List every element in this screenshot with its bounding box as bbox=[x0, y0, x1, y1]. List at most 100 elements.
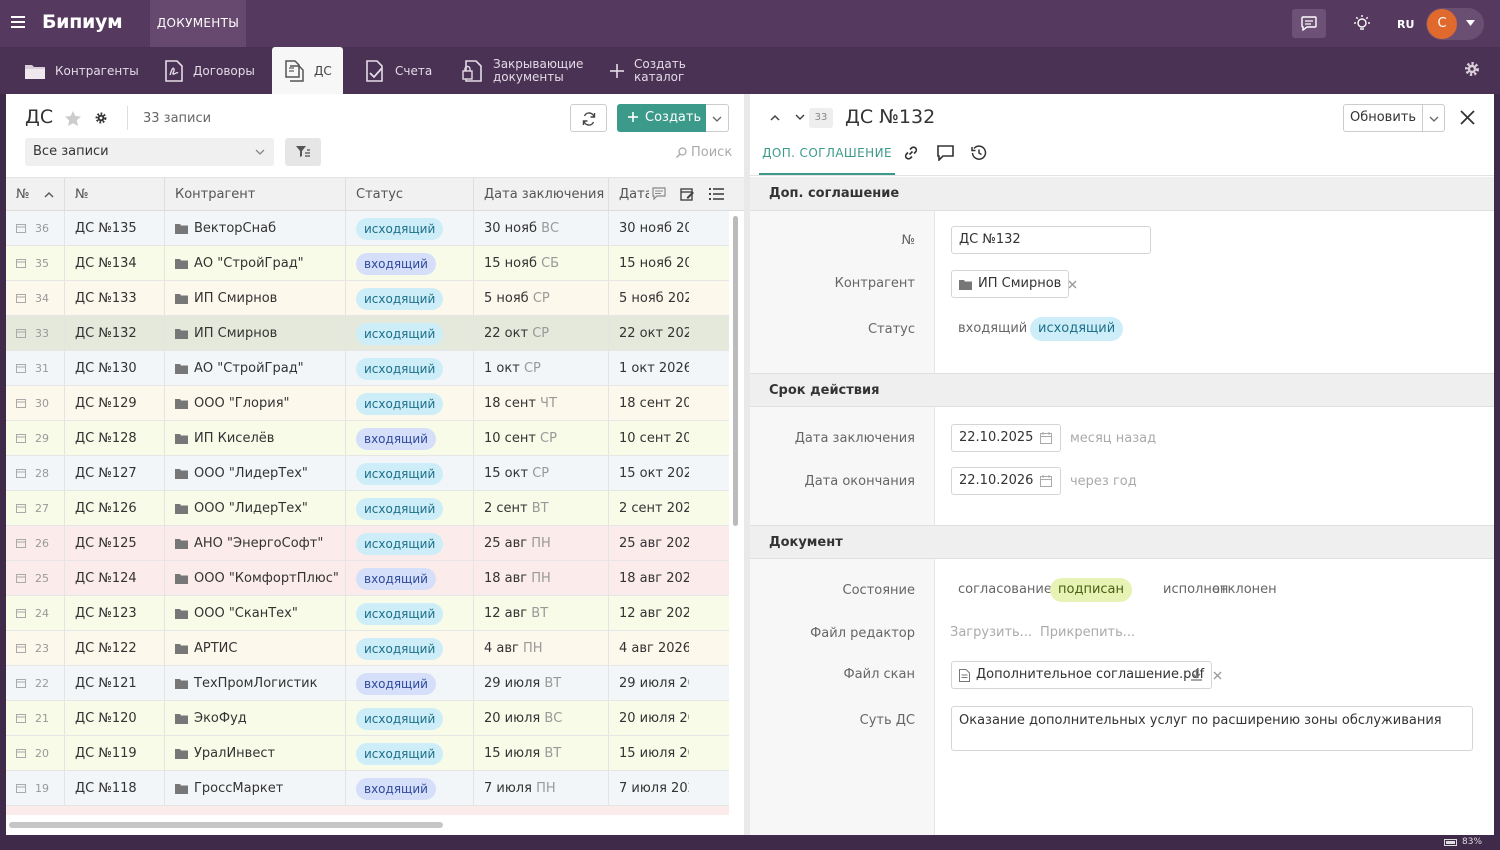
menu-icon[interactable] bbox=[11, 16, 25, 28]
brand-logo[interactable]: Бипиум bbox=[42, 11, 123, 33]
state-option-approval[interactable]: согласование bbox=[958, 582, 1052, 597]
row-counterparty-cell[interactable]: ООО "СканТех" bbox=[165, 596, 346, 630]
close-icon[interactable] bbox=[1460, 110, 1475, 125]
end-date-field[interactable]: 22.10.2026 bbox=[951, 467, 1061, 495]
upload-link[interactable]: Загрузить... bbox=[950, 625, 1033, 640]
horizontal-scrollbar[interactable] bbox=[9, 822, 443, 828]
row-counterparty-cell[interactable]: ГроссМаркет bbox=[165, 771, 346, 805]
comment-icon[interactable] bbox=[652, 187, 666, 200]
remove-file-icon[interactable] bbox=[1213, 671, 1222, 680]
counterparty-link[interactable]: ИП Смирнов bbox=[951, 270, 1070, 298]
row-counterparty-cell[interactable]: ООО "ЛидерТех" bbox=[165, 456, 346, 490]
table-row[interactable]: 19 ДС №118 ГроссМаркет входящий 7 июля ПН 7 и… bbox=[6, 771, 729, 806]
comments-icon[interactable] bbox=[937, 145, 954, 161]
row-counterparty-cell[interactable]: АНО "ЭнергоСофт" bbox=[165, 526, 346, 560]
nav-item-create-catalog[interactable]: Создать каталог bbox=[609, 47, 686, 94]
state-option-rejected[interactable]: отклонен bbox=[1212, 582, 1277, 597]
column-header-date[interactable]: Дата bbox=[619, 187, 649, 202]
update-button[interactable]: Обновить bbox=[1343, 104, 1423, 132]
number-field[interactable]: ДС №132 bbox=[951, 226, 1151, 254]
table-row[interactable] bbox=[6, 806, 729, 815]
tab-supplementary-agreement[interactable]: ДОП. СОГЛАШЕНИЕ bbox=[759, 136, 895, 176]
search-input[interactable]: Поиск bbox=[676, 145, 732, 160]
row-counterparty-cell[interactable]: ВекторСнаб bbox=[165, 211, 346, 245]
status-option-incoming[interactable]: входящий bbox=[958, 321, 1028, 336]
row-counterparty-cell[interactable]: ИП Смирнов bbox=[165, 316, 346, 350]
table-row[interactable]: 31 ДС №130 АО "СтройГрад" исходящий 1 окт СР… bbox=[6, 351, 729, 386]
settings-gear-icon[interactable] bbox=[1463, 60, 1481, 78]
table-row[interactable]: 28 ДС №127 ООО "ЛидерТех" исходящий 15 окт С… bbox=[6, 456, 729, 491]
table-row[interactable]: 22 ДС №121 ТехПромЛогистик входящий 29 июля … bbox=[6, 666, 729, 701]
status-option-outgoing[interactable]: исходящий bbox=[1030, 317, 1124, 341]
nav-item-contracts[interactable]: Договоры bbox=[164, 47, 255, 94]
row-counterparty-cell[interactable]: ЭкоФуд bbox=[165, 701, 346, 735]
tab-documents[interactable]: ДОКУМЕНТЫ bbox=[150, 0, 246, 47]
column-header-number[interactable]: № bbox=[65, 178, 165, 211]
column-header-conclusion-date[interactable]: Дата заключения bbox=[474, 178, 609, 211]
state-option-executed[interactable]: исполнен bbox=[1163, 582, 1229, 597]
chevron-up-icon[interactable] bbox=[770, 114, 780, 121]
row-counterparty-cell[interactable]: ООО "Глория" bbox=[165, 386, 346, 420]
table-row[interactable]: 24 ДС №123 ООО "СканТех" исходящий 12 авг ВТ… bbox=[6, 596, 729, 631]
edit-columns-icon[interactable] bbox=[680, 187, 695, 202]
state-option-signed[interactable]: подписан bbox=[1050, 578, 1133, 602]
row-counterparty-cell[interactable]: УралИнвест bbox=[165, 736, 346, 770]
table-row[interactable]: 20 ДС №119 УралИнвест исходящий 15 июля ВТ 15… bbox=[6, 736, 729, 771]
row-counterparty-cell[interactable]: ТехПромЛогистик bbox=[165, 666, 346, 700]
table-row[interactable]: 29 ДС №128 ИП Киселёв входящий 10 сент СР 10 … bbox=[6, 421, 729, 456]
table-row[interactable]: 26 ДС №125 АНО "ЭнергоСофт" исходящий 25 авг… bbox=[6, 526, 729, 561]
star-icon[interactable] bbox=[65, 111, 81, 126]
list-view-icon[interactable] bbox=[709, 187, 724, 200]
update-dropdown-button[interactable] bbox=[1422, 104, 1445, 132]
user-menu[interactable]: С bbox=[1426, 8, 1484, 40]
table-row[interactable]: 23 ДС №122 АРТИС исходящий 4 авг ПН 4 авг 202… bbox=[6, 631, 729, 666]
conclusion-date-field[interactable]: 22.10.2025 bbox=[951, 424, 1061, 452]
column-header-id[interactable]: № bbox=[6, 178, 65, 211]
table-row[interactable]: 33 ДС №132 ИП Смирнов исходящий 22 окт СР 22 … bbox=[6, 316, 729, 351]
table-row[interactable]: 27 ДС №126 ООО "ЛидерТех" исходящий 2 сент В… bbox=[6, 491, 729, 526]
table-row[interactable]: 34 ДС №133 ИП Смирнов исходящий 5 нояб СР 5 н… bbox=[6, 281, 729, 316]
avatar[interactable]: С bbox=[1427, 9, 1457, 39]
view-filter-select[interactable]: Все записи bbox=[25, 138, 274, 166]
table-row[interactable]: 36 ДС №135 ВекторСнаб исходящий 30 нояб ВС 30… bbox=[6, 211, 729, 246]
table-row[interactable]: 25 ДС №124 ООО "КомфортПлюс" входящий 18 авг… bbox=[6, 561, 729, 596]
calendar-icon[interactable] bbox=[1040, 475, 1052, 487]
calendar-icon[interactable] bbox=[1040, 432, 1052, 444]
nav-item-supplementary[interactable]: ДС bbox=[272, 47, 343, 94]
chat-button[interactable] bbox=[1292, 9, 1326, 38]
nav-item-closing-docs[interactable]: Закрывающие документы bbox=[462, 47, 583, 94]
folder-icon bbox=[24, 62, 46, 80]
nav-item-counterparties[interactable]: Контрагенты bbox=[24, 47, 139, 94]
link-icon[interactable] bbox=[903, 145, 919, 161]
column-header-counterparty[interactable]: Контрагент bbox=[165, 178, 346, 211]
refresh-button[interactable] bbox=[570, 104, 607, 132]
nav-item-invoices[interactable]: Счета bbox=[364, 47, 432, 94]
row-counterparty-cell[interactable]: ИП Смирнов bbox=[165, 281, 346, 315]
row-counterparty-cell[interactable]: АО "СтройГрад" bbox=[165, 246, 346, 280]
row-counterparty-cell[interactable]: АО "СтройГрад" bbox=[165, 351, 346, 385]
create-dropdown-button[interactable] bbox=[706, 104, 729, 132]
vertical-scrollbar[interactable] bbox=[733, 216, 738, 526]
history-clock-icon[interactable] bbox=[971, 145, 987, 161]
row-counterparty-cell[interactable]: ИП Киселёв bbox=[165, 421, 346, 455]
filter-button[interactable] bbox=[285, 138, 321, 166]
row-counterparty-cell[interactable]: ООО "КомфортПлюс" bbox=[165, 561, 346, 595]
column-header-status[interactable]: Статус bbox=[346, 178, 474, 211]
panel-splitter[interactable] bbox=[744, 94, 750, 835]
scan-file-link[interactable]: Дополнительное соглашение.pdf bbox=[951, 661, 1213, 689]
row-conclusion-date-cell: 20 июля ВС bbox=[474, 701, 609, 735]
gear-icon[interactable] bbox=[94, 111, 108, 125]
language-switch[interactable]: RU bbox=[1397, 18, 1415, 31]
create-button[interactable]: Создать bbox=[617, 104, 706, 132]
table-row[interactable]: 30 ДС №129 ООО "Глория" исходящий 18 сент ЧТ… bbox=[6, 386, 729, 421]
chevron-down-icon[interactable] bbox=[795, 114, 805, 121]
lightbulb-icon[interactable] bbox=[1353, 14, 1371, 32]
remove-counterparty-icon[interactable] bbox=[1068, 280, 1077, 289]
row-counterparty-cell[interactable]: ООО "ЛидерТех" bbox=[165, 491, 346, 525]
table-row[interactable]: 21 ДС №120 ЭкоФуд исходящий 20 июля ВС 20 июл… bbox=[6, 701, 729, 736]
download-icon[interactable] bbox=[1191, 669, 1202, 681]
attach-link[interactable]: Прикрепить... bbox=[1040, 625, 1136, 640]
row-counterparty-cell[interactable]: АРТИС bbox=[165, 631, 346, 665]
essence-textarea[interactable]: Оказание дополнительных услуг по расшире… bbox=[951, 706, 1473, 751]
table-row[interactable]: 35 ДС №134 АО "СтройГрад" входящий 15 нояб С… bbox=[6, 246, 729, 281]
